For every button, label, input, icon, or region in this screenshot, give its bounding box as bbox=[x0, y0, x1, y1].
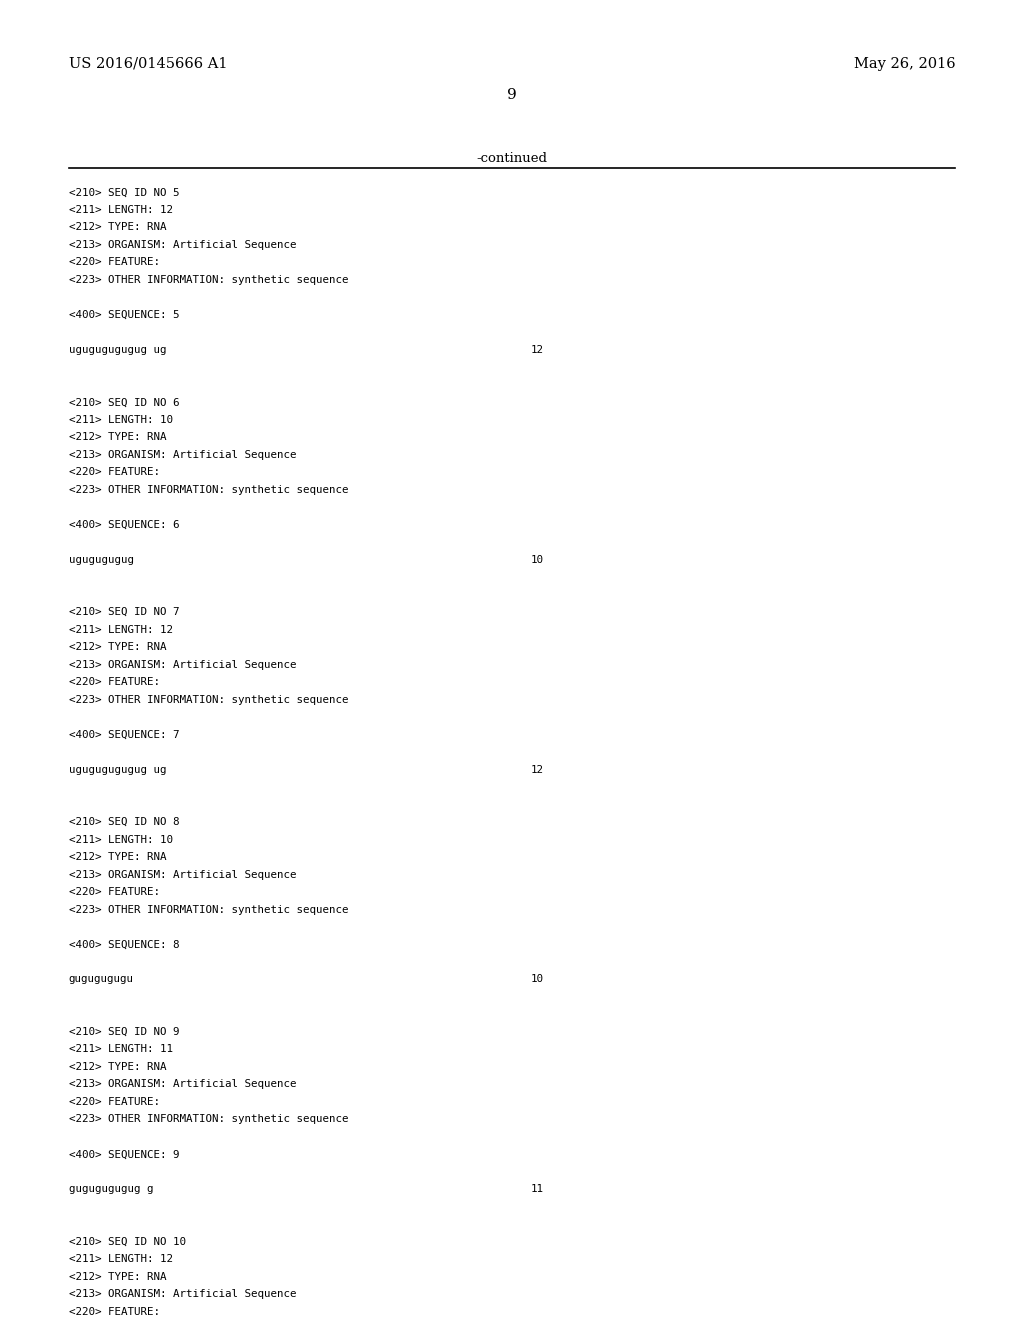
Text: 10: 10 bbox=[530, 974, 544, 985]
Text: <213> ORGANISM: Artificial Sequence: <213> ORGANISM: Artificial Sequence bbox=[69, 240, 296, 249]
Text: <220> FEATURE:: <220> FEATURE: bbox=[69, 887, 160, 898]
Text: -continued: -continued bbox=[476, 152, 548, 165]
Text: <212> TYPE: RNA: <212> TYPE: RNA bbox=[69, 1271, 166, 1282]
Text: ugugugugug: ugugugugug bbox=[69, 554, 133, 565]
Text: <210> SEQ ID NO 5: <210> SEQ ID NO 5 bbox=[69, 187, 179, 198]
Text: <220> FEATURE:: <220> FEATURE: bbox=[69, 257, 160, 268]
Text: <212> TYPE: RNA: <212> TYPE: RNA bbox=[69, 1061, 166, 1072]
Text: 12: 12 bbox=[530, 345, 544, 355]
Text: <210> SEQ ID NO 10: <210> SEQ ID NO 10 bbox=[69, 1237, 185, 1247]
Text: <400> SEQUENCE: 7: <400> SEQUENCE: 7 bbox=[69, 730, 179, 739]
Text: <220> FEATURE:: <220> FEATURE: bbox=[69, 1307, 160, 1317]
Text: <211> LENGTH: 10: <211> LENGTH: 10 bbox=[69, 414, 173, 425]
Text: <210> SEQ ID NO 6: <210> SEQ ID NO 6 bbox=[69, 397, 179, 408]
Text: <223> OTHER INFORMATION: synthetic sequence: <223> OTHER INFORMATION: synthetic seque… bbox=[69, 694, 348, 705]
Text: <220> FEATURE:: <220> FEATURE: bbox=[69, 467, 160, 478]
Text: <212> TYPE: RNA: <212> TYPE: RNA bbox=[69, 851, 166, 862]
Text: ugugugugugug ug: ugugugugugug ug bbox=[69, 345, 166, 355]
Text: <220> FEATURE:: <220> FEATURE: bbox=[69, 1097, 160, 1107]
Text: <212> TYPE: RNA: <212> TYPE: RNA bbox=[69, 432, 166, 442]
Text: <211> LENGTH: 11: <211> LENGTH: 11 bbox=[69, 1044, 173, 1055]
Text: <220> FEATURE:: <220> FEATURE: bbox=[69, 677, 160, 688]
Text: <210> SEQ ID NO 9: <210> SEQ ID NO 9 bbox=[69, 1027, 179, 1038]
Text: <213> ORGANISM: Artificial Sequence: <213> ORGANISM: Artificial Sequence bbox=[69, 870, 296, 879]
Text: <213> ORGANISM: Artificial Sequence: <213> ORGANISM: Artificial Sequence bbox=[69, 450, 296, 459]
Text: <213> ORGANISM: Artificial Sequence: <213> ORGANISM: Artificial Sequence bbox=[69, 1290, 296, 1299]
Text: <210> SEQ ID NO 7: <210> SEQ ID NO 7 bbox=[69, 607, 179, 618]
Text: <211> LENGTH: 12: <211> LENGTH: 12 bbox=[69, 624, 173, 635]
Text: gugugugugug g: gugugugugug g bbox=[69, 1184, 154, 1195]
Text: <223> OTHER INFORMATION: synthetic sequence: <223> OTHER INFORMATION: synthetic seque… bbox=[69, 275, 348, 285]
Text: <213> ORGANISM: Artificial Sequence: <213> ORGANISM: Artificial Sequence bbox=[69, 660, 296, 669]
Text: <223> OTHER INFORMATION: synthetic sequence: <223> OTHER INFORMATION: synthetic seque… bbox=[69, 1114, 348, 1125]
Text: <400> SEQUENCE: 6: <400> SEQUENCE: 6 bbox=[69, 520, 179, 529]
Text: <211> LENGTH: 12: <211> LENGTH: 12 bbox=[69, 205, 173, 215]
Text: <213> ORGANISM: Artificial Sequence: <213> ORGANISM: Artificial Sequence bbox=[69, 1080, 296, 1089]
Text: <212> TYPE: RNA: <212> TYPE: RNA bbox=[69, 642, 166, 652]
Text: ugugugugugug ug: ugugugugugug ug bbox=[69, 764, 166, 775]
Text: 10: 10 bbox=[530, 554, 544, 565]
Text: <223> OTHER INFORMATION: synthetic sequence: <223> OTHER INFORMATION: synthetic seque… bbox=[69, 484, 348, 495]
Text: <400> SEQUENCE: 8: <400> SEQUENCE: 8 bbox=[69, 940, 179, 949]
Text: <400> SEQUENCE: 9: <400> SEQUENCE: 9 bbox=[69, 1150, 179, 1159]
Text: 9: 9 bbox=[507, 88, 517, 103]
Text: May 26, 2016: May 26, 2016 bbox=[854, 57, 955, 71]
Text: <210> SEQ ID NO 8: <210> SEQ ID NO 8 bbox=[69, 817, 179, 828]
Text: 11: 11 bbox=[530, 1184, 544, 1195]
Text: <400> SEQUENCE: 5: <400> SEQUENCE: 5 bbox=[69, 310, 179, 319]
Text: US 2016/0145666 A1: US 2016/0145666 A1 bbox=[69, 57, 227, 71]
Text: 12: 12 bbox=[530, 764, 544, 775]
Text: gugugugugu: gugugugugu bbox=[69, 974, 133, 985]
Text: <211> LENGTH: 10: <211> LENGTH: 10 bbox=[69, 834, 173, 845]
Text: <212> TYPE: RNA: <212> TYPE: RNA bbox=[69, 223, 166, 232]
Text: <211> LENGTH: 12: <211> LENGTH: 12 bbox=[69, 1254, 173, 1265]
Text: <223> OTHER INFORMATION: synthetic sequence: <223> OTHER INFORMATION: synthetic seque… bbox=[69, 904, 348, 915]
